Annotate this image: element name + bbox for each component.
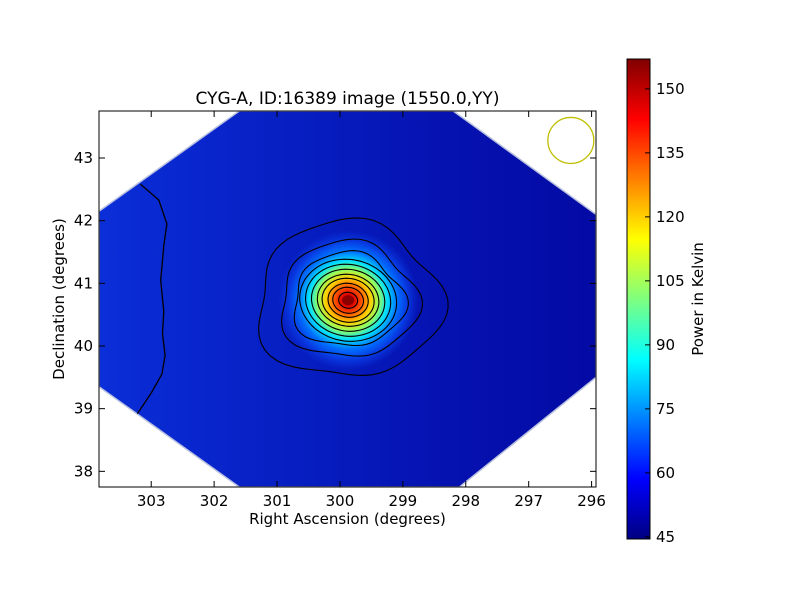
y-tick-label: 43: [74, 149, 93, 167]
x-tick-label: 303: [137, 492, 166, 510]
x-tick-label: 296: [577, 492, 606, 510]
colorbar-gradient: [626, 58, 651, 540]
colorbar-tick-label: 90: [656, 336, 675, 354]
contour-line: [305, 263, 392, 337]
y-tick-label: 38: [74, 462, 93, 480]
colorbar-ticks: 45 60 75 90 105 120 135 150: [645, 80, 685, 546]
x-tick-label: 301: [263, 492, 292, 510]
y-axis-ticks: 38 39 40 41 42 43: [74, 149, 596, 480]
colorbar-tick-label: 60: [656, 464, 675, 482]
colorbar-tick-label: 120: [656, 208, 685, 226]
contour-line: [310, 268, 386, 332]
x-axis-ticks: 303 302 301 300 299 298 297 296: [137, 111, 606, 510]
contour-line: [332, 286, 365, 314]
colorbar-label: Power in Kelvin: [689, 242, 707, 356]
colorbar-tick-label: 45: [656, 528, 675, 546]
chart-title: CYG-A, ID:16389 image (1550.0,YY): [196, 89, 500, 109]
colorbar-tick-label: 105: [656, 272, 685, 290]
y-tick-label: 40: [74, 337, 93, 355]
contour-line: [338, 291, 359, 309]
x-tick-label: 297: [514, 492, 543, 510]
colorbar-tick-label: 75: [656, 400, 675, 418]
y-axis-label: Declination (degrees): [50, 218, 68, 380]
contour-line: [327, 282, 369, 318]
contour-lines: [258, 217, 449, 376]
colorbar-tick-label: 135: [656, 144, 685, 162]
source-peak: [342, 295, 355, 306]
y-tick-label: 42: [74, 212, 93, 230]
plot-frame: [98, 110, 597, 488]
beam-circle: [547, 116, 595, 165]
contour-line: [316, 273, 380, 327]
x-tick-label: 298: [451, 492, 480, 510]
colorbar-tick-label: 150: [656, 80, 685, 98]
colorbar: 45 60 75 90 105 120 135 150 Power in Kelvin: [626, 58, 707, 546]
x-tick-label: 300: [326, 492, 355, 510]
heatmap-plot: 303 302 301 300 299 298 297 296 38 39 40 41 42 43: [74, 110, 606, 510]
x-tick-label: 302: [200, 492, 229, 510]
contour-line: [293, 250, 409, 347]
edge-contour-line: [136, 183, 168, 415]
contour-line: [258, 217, 449, 376]
x-axis-label: Right Ascension (degrees): [249, 510, 446, 528]
y-tick-label: 41: [74, 274, 93, 292]
contour-line: [281, 238, 424, 357]
x-tick-label: 299: [389, 492, 418, 510]
contour-line: [321, 277, 375, 323]
contour-line: [299, 258, 398, 342]
y-tick-label: 39: [74, 400, 93, 418]
